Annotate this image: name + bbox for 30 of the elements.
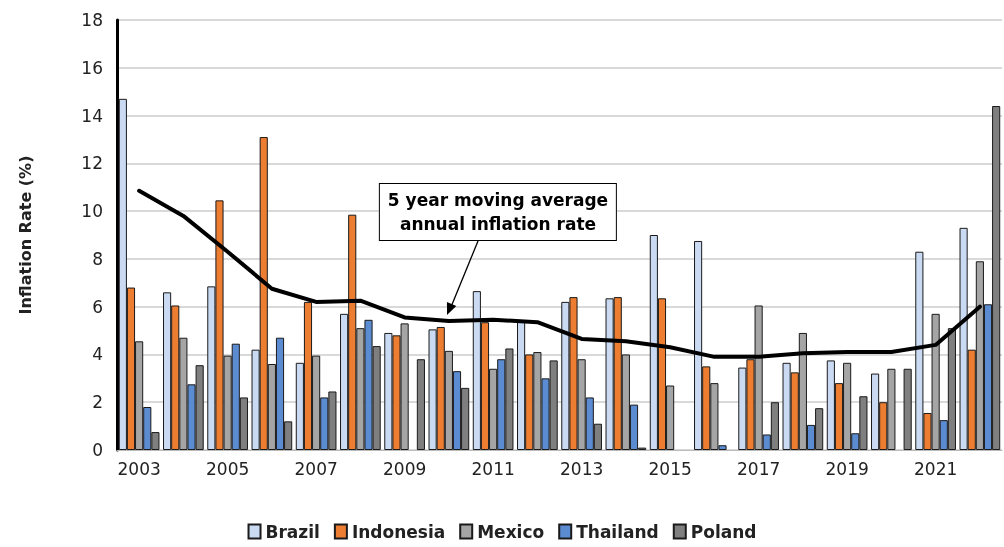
legend-label: Mexico	[477, 521, 545, 542]
x-tick-label: 2005	[205, 458, 250, 479]
bar	[416, 359, 425, 450]
y-tick-label: 4	[92, 344, 103, 365]
y-tick-label: 16	[81, 57, 103, 78]
annotation: 5 year moving average annual inflation rate	[378, 183, 618, 241]
y-tick-label: 10	[81, 201, 103, 222]
x-tick-label: 2003	[117, 458, 161, 479]
y-tick-label: 14	[81, 105, 103, 126]
x-tick-label: 2007	[294, 458, 338, 479]
legend-label: Poland	[690, 521, 757, 542]
y-tick-label: 8	[92, 248, 103, 269]
legend-label: Indonesia	[351, 521, 446, 542]
line-series	[137, 188, 982, 359]
y-tick-label: 12	[81, 153, 103, 174]
x-tick-label: 2009	[382, 458, 427, 479]
y-tick-label: 6	[92, 296, 103, 317]
legend-label: Thailand	[576, 521, 659, 542]
x-tick-label: 2011	[471, 458, 515, 479]
y-axis-title: Inflation Rate (%)	[15, 155, 35, 315]
y-tick-label: 0	[92, 440, 103, 460]
x-tick-label: 2015	[648, 458, 692, 479]
x-tick-label: 2021	[913, 458, 958, 479]
y-tick-label: 18	[81, 10, 103, 30]
bar	[903, 368, 912, 450]
x-tick-label: 2013	[559, 458, 604, 479]
x-tick-label: 2019	[825, 458, 869, 479]
legend-label: Brazil	[265, 521, 320, 542]
y-tick-label: 2	[92, 392, 103, 413]
x-tick-label: 2017	[736, 458, 781, 479]
